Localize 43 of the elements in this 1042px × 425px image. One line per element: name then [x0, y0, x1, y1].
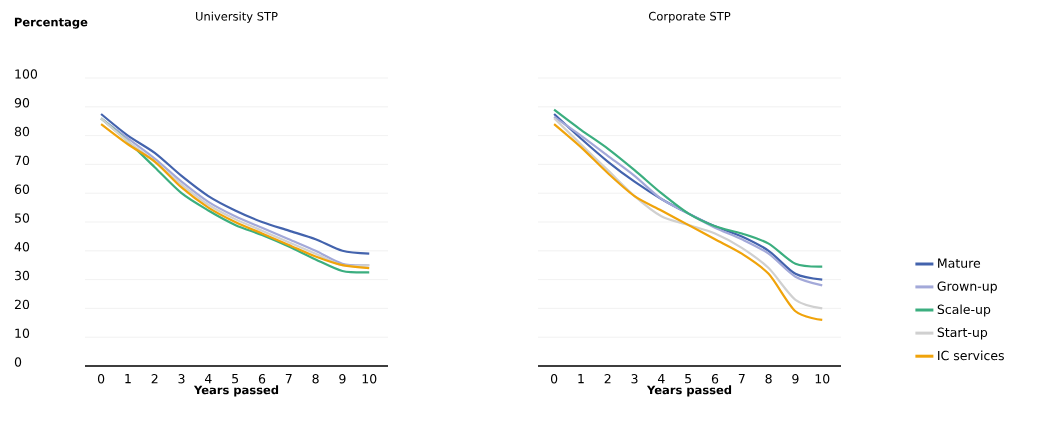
x-tick-label: 1: [125, 374, 131, 384]
x-tick-label: 10: [362, 374, 377, 384]
y-tick-label: 100: [15, 69, 38, 79]
x-tick-label: 1: [578, 374, 584, 384]
x-tick-label: 7: [738, 374, 745, 384]
x-tick-label: 5: [232, 374, 239, 384]
x-tick-label: 3: [178, 374, 185, 384]
x-tick-label: 6: [258, 374, 266, 384]
y-tick-label: 50: [15, 213, 30, 223]
legend-label: Mature: [938, 258, 981, 268]
x-tick-label: 5: [685, 374, 692, 384]
x-tick-label: 4: [657, 374, 665, 384]
legend-label: Grown-up: [937, 281, 997, 294]
y-tick-label: 80: [14, 126, 30, 137]
x-axis-title: Years passed: [193, 385, 279, 397]
legend-label: IC services: [938, 350, 1004, 361]
y-tick-label: 40: [14, 242, 30, 252]
x-tick-label: 4: [204, 374, 212, 384]
x-tick-label: 7: [285, 374, 292, 384]
legend-label: Scale-up: [937, 304, 991, 317]
y-tick-label: 70: [15, 155, 30, 166]
chart-title: University STP: [196, 11, 278, 23]
x-tick-label: 2: [151, 374, 158, 384]
y-tick-label: 10: [15, 328, 30, 338]
y-tick-label: 30: [14, 270, 30, 281]
y-axis-title: Percentage: [14, 17, 88, 29]
x-tick-label: 0: [550, 374, 558, 384]
y-tick-label: 20: [14, 299, 30, 310]
chart-title: Corporate STP: [648, 11, 731, 23]
y-tick-label: 60: [14, 184, 30, 194]
x-tick-label: 9: [339, 374, 346, 384]
x-axis-title: Years passed: [646, 385, 732, 397]
x-tick-label: 10: [815, 374, 830, 384]
x-tick-label: 6: [711, 374, 719, 384]
y-tick-label: 90: [14, 98, 30, 108]
x-tick-label: 0: [97, 374, 105, 384]
legend-label: Start-up: [937, 327, 988, 340]
y-tick-label: 0: [14, 357, 22, 367]
x-tick-label: 3: [631, 374, 638, 384]
x-tick-label: 8: [765, 374, 772, 384]
x-tick-label: 8: [312, 374, 319, 384]
x-tick-label: 2: [604, 374, 611, 384]
x-tick-label: 9: [792, 374, 799, 384]
